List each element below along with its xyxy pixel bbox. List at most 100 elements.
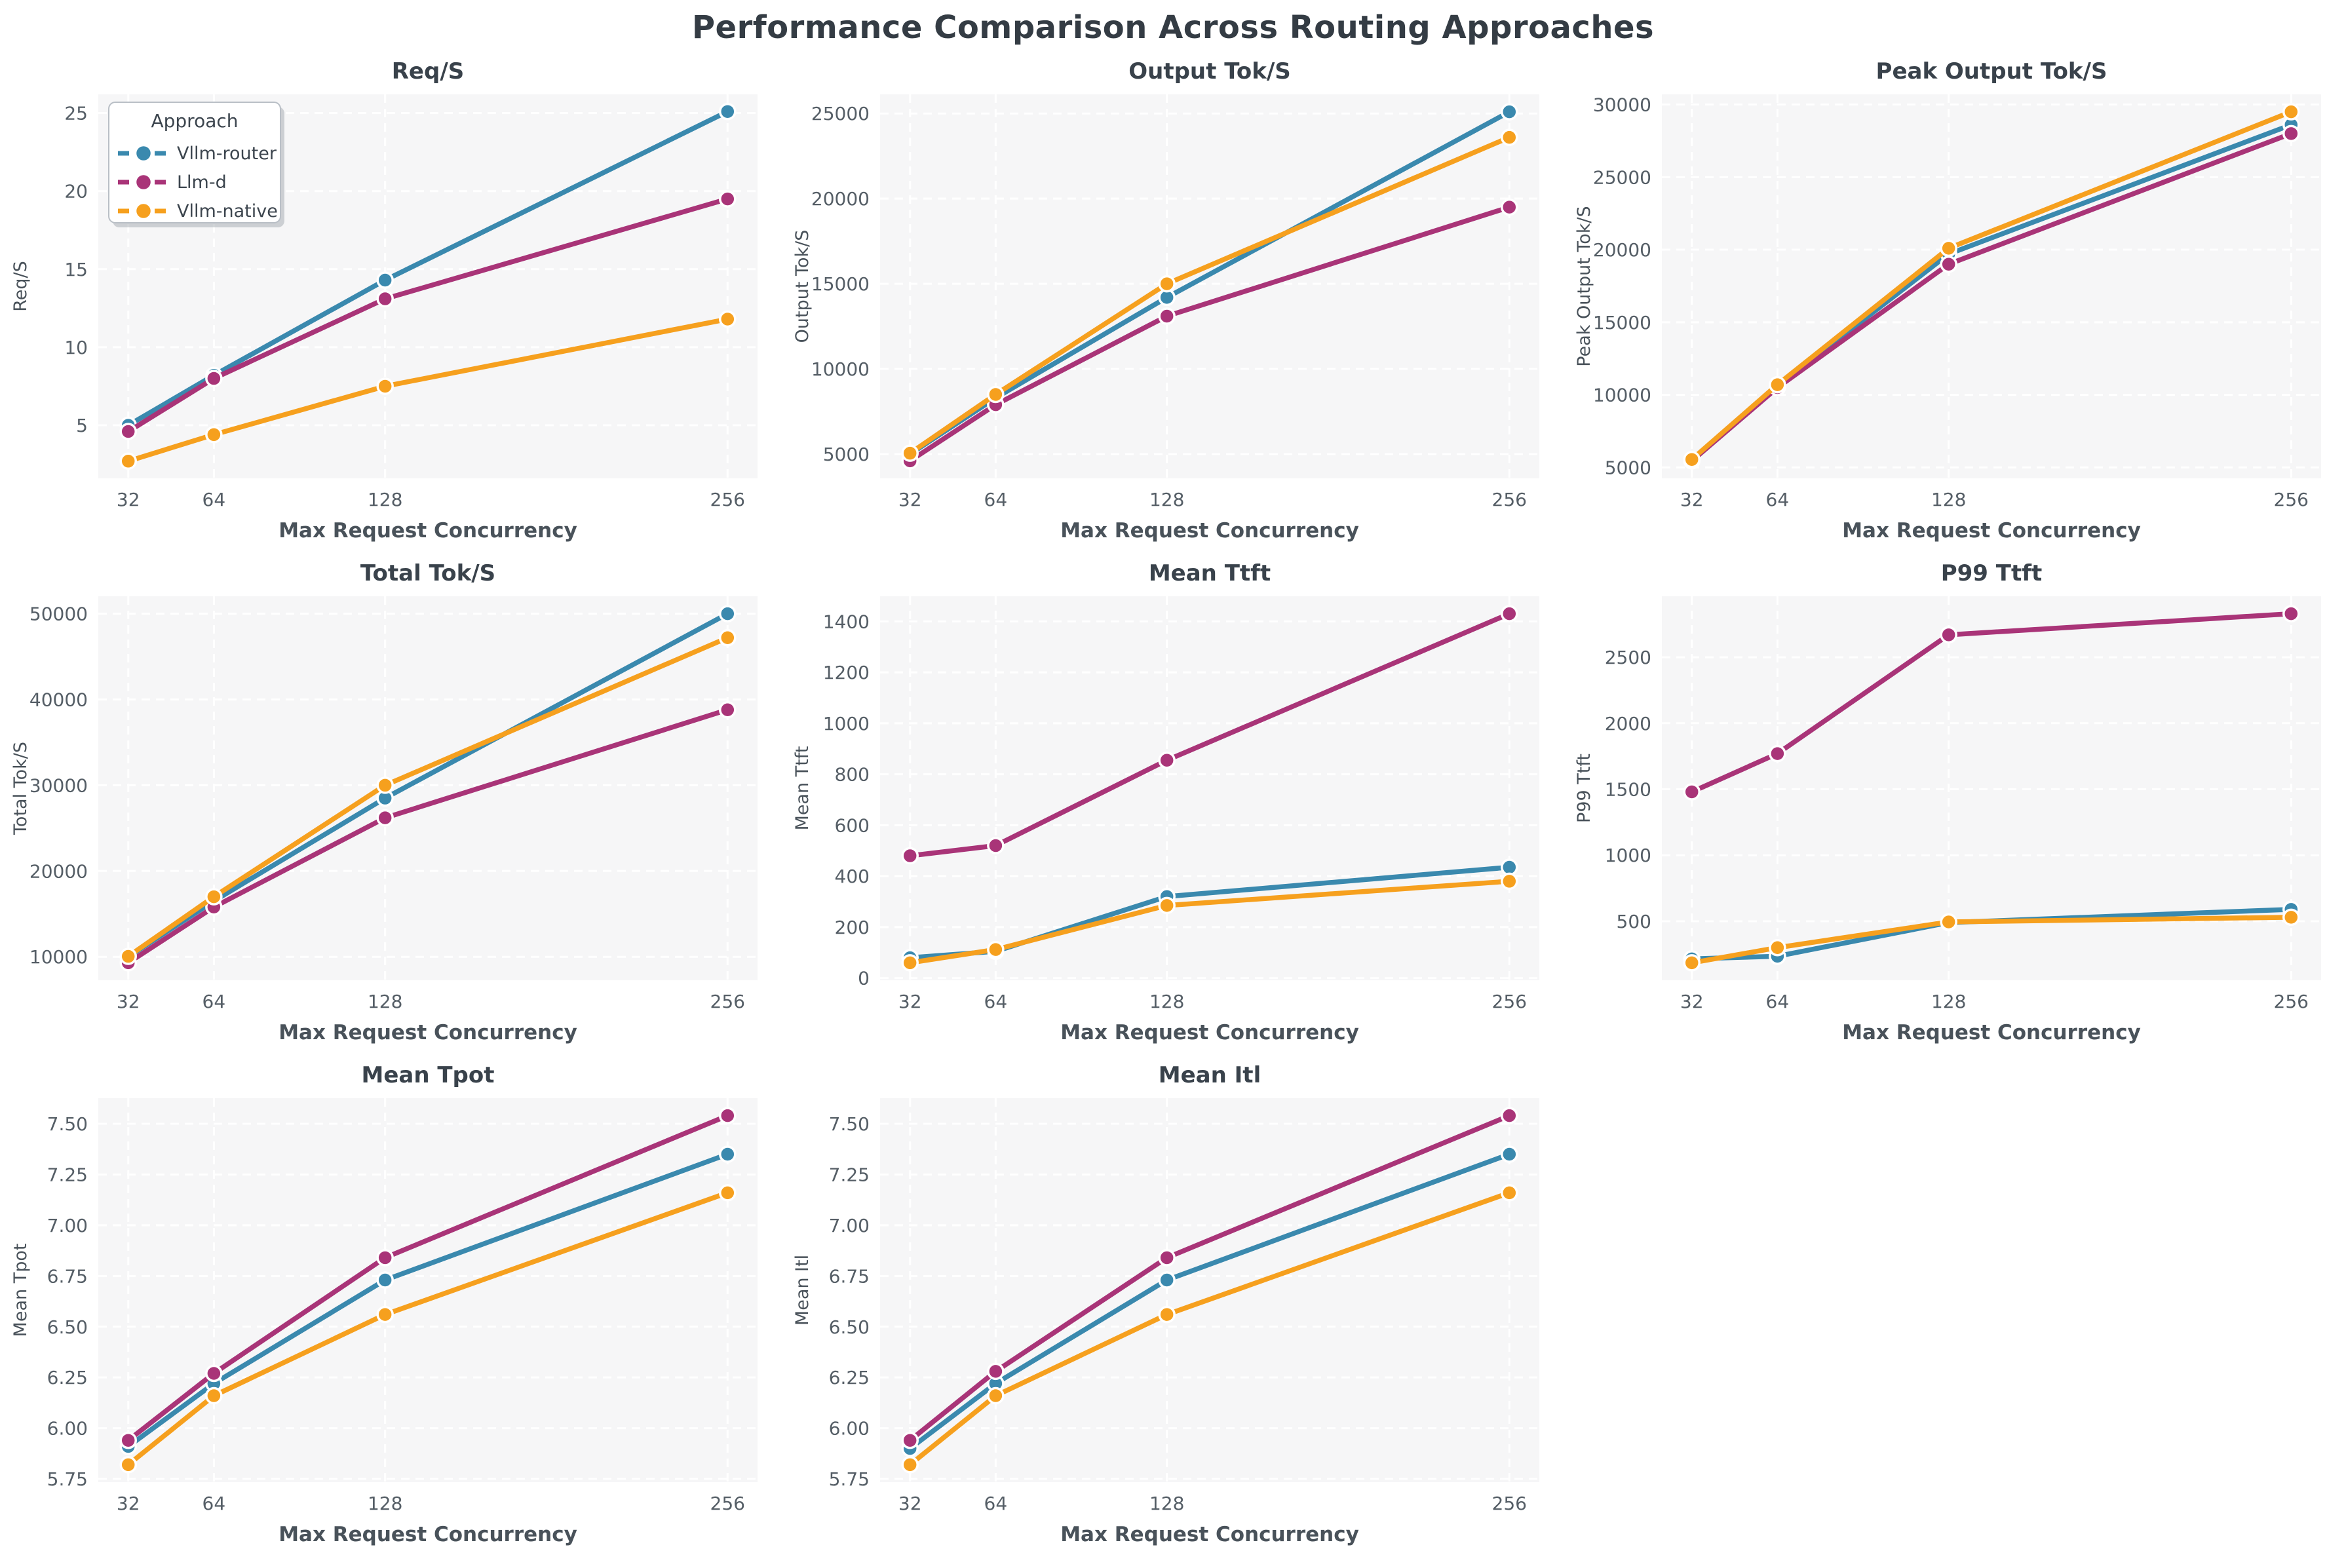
x-axis-label: Max Request Concurrency: [1842, 519, 2141, 543]
series-llm-d: [1683, 605, 2300, 801]
y-tick-labels: 500 1000 1500 2000 2500: [1605, 647, 1651, 932]
chart-title: Mean Itl: [1159, 1062, 1261, 1088]
svg-text:7.50: 7.50: [47, 1113, 88, 1135]
series-llm-d: [119, 1107, 737, 1449]
series-llm-d: [901, 605, 1518, 865]
chart-canvas-mean-ttft: 32 64 128 256 0 200 400 600 800 1000 1200 1400 Max R…: [792, 560, 1539, 1044]
svg-text:500: 500: [1617, 911, 1651, 932]
y-axis-label: P99 Ttft: [1574, 754, 1594, 823]
svg-text:15: 15: [64, 259, 88, 280]
svg-text:256: 256: [2274, 489, 2309, 510]
svg-text:800: 800: [835, 764, 870, 786]
svg-text:40000: 40000: [29, 689, 88, 711]
svg-text:400: 400: [835, 866, 870, 887]
svg-text:15000: 15000: [1593, 312, 1651, 334]
svg-text:25: 25: [64, 103, 88, 124]
svg-text:6.00: 6.00: [829, 1418, 870, 1440]
chart-title: Peak Output Tok/S: [1876, 58, 2107, 85]
legend-item-vllm-router: Vllm-router: [177, 143, 277, 164]
x-axis-label: Max Request Concurrency: [1842, 1021, 2141, 1044]
y-axis-label: Mean Itl: [792, 1255, 813, 1326]
svg-text:5: 5: [76, 415, 88, 436]
x-tick-labels: 32 64 128 256: [117, 991, 745, 1012]
svg-text:5.75: 5.75: [47, 1468, 88, 1490]
chart-p99-ttft: 32 64 128 256 500 1000 1500 2000 2500 Max Request…: [1564, 553, 2345, 1055]
svg-text:256: 256: [710, 1493, 745, 1514]
svg-text:128: 128: [368, 489, 402, 510]
gridlines: [880, 94, 1539, 478]
svg-text:32: 32: [117, 991, 140, 1012]
y-tick-labels: 5000 10000 15000 20000 25000 30000: [1593, 94, 1651, 479]
svg-text:32: 32: [1680, 991, 1704, 1012]
svg-text:64: 64: [202, 1493, 226, 1514]
svg-text:1500: 1500: [1605, 779, 1651, 801]
plot-area: [98, 1098, 758, 1482]
y-axis-label: Peak Output Tok/S: [1574, 206, 1594, 366]
svg-text:15000: 15000: [811, 273, 870, 295]
gridlines: [98, 596, 758, 980]
svg-text:6.00: 6.00: [47, 1418, 88, 1440]
svg-text:64: 64: [202, 489, 226, 510]
x-tick-labels: 32 64 128 256: [898, 991, 1527, 1012]
svg-text:6.75: 6.75: [47, 1265, 88, 1287]
svg-text:32: 32: [1680, 489, 1704, 510]
svg-text:128: 128: [1149, 489, 1184, 510]
chart-canvas-req-s: 32 64 128 256 5 10 15 20 25 Max Request Concurren…: [10, 58, 758, 543]
charts-grid: 32 64 128 256 5 10 15 20 25 Max Request Concurren…: [0, 51, 2346, 1557]
svg-text:256: 256: [1492, 489, 1527, 510]
chart-canvas-peak-output-tok-s: 32 64 128 256 5000 10000 15000 20000 25000 30000 M…: [1574, 58, 2321, 543]
x-tick-labels: 32 64 128 256: [117, 489, 745, 510]
svg-text:6.25: 6.25: [47, 1367, 88, 1388]
y-axis-label: Req/S: [10, 261, 31, 312]
svg-text:5000: 5000: [823, 444, 870, 465]
svg-text:64: 64: [984, 991, 1008, 1012]
svg-text:6.50: 6.50: [829, 1316, 870, 1338]
y-tick-labels: 5000 10000 15000 20000 25000: [811, 103, 870, 465]
plot-area: [1662, 94, 2321, 478]
svg-text:128: 128: [1149, 991, 1184, 1012]
chart-canvas-total-tok-s: 32 64 128 256 10000 20000 30000 40000 50000 Max R…: [10, 560, 758, 1044]
svg-text:256: 256: [710, 991, 745, 1012]
y-tick-labels: 5 10 15 20 25: [64, 103, 88, 436]
chart-mean-tpot: 32 64 128 256 5.75 6.00 6.25 6.50 6.75 7.00 7.25 7.…: [0, 1055, 782, 1557]
svg-text:256: 256: [1492, 1493, 1527, 1514]
y-tick-labels: 0 200 400 600 800 1000 1200 1400: [823, 611, 870, 989]
svg-text:32: 32: [898, 991, 922, 1012]
chart-peak-output-tok-s: 32 64 128 256 5000 10000 15000 20000 25000 30000 M…: [1564, 51, 2345, 553]
x-tick-labels: 32 64 128 256: [898, 489, 1527, 510]
svg-text:64: 64: [1766, 489, 1790, 510]
svg-text:600: 600: [835, 814, 870, 836]
gridlines: [1662, 596, 2321, 980]
svg-text:128: 128: [1149, 1493, 1184, 1514]
x-axis-label: Max Request Concurrency: [1060, 1021, 1359, 1044]
series-vllm-router: [119, 1145, 737, 1455]
svg-text:7.25: 7.25: [829, 1164, 870, 1185]
series-vllm-native: [119, 629, 737, 965]
series-vllm-native: [1683, 103, 2300, 468]
y-tick-labels: 5.75 6.00 6.25 6.50 6.75 7.00 7.25 7.50: [829, 1113, 870, 1490]
svg-text:2500: 2500: [1605, 647, 1651, 668]
svg-text:30000: 30000: [29, 774, 88, 796]
svg-text:128: 128: [1931, 489, 1966, 510]
svg-text:32: 32: [117, 1493, 140, 1514]
legend-title: Approach: [151, 110, 238, 132]
svg-text:10000: 10000: [811, 358, 870, 380]
chart-title: P99 Ttft: [1941, 560, 2043, 586]
svg-text:32: 32: [898, 1493, 922, 1514]
series-vllm-native: [901, 128, 1518, 462]
y-axis-label: Output Tok/S: [792, 230, 813, 343]
x-tick-labels: 32 64 128 256: [1680, 991, 2309, 1012]
svg-text:32: 32: [898, 489, 922, 510]
svg-text:25000: 25000: [1593, 166, 1651, 188]
svg-text:1000: 1000: [823, 713, 870, 735]
svg-text:256: 256: [1492, 991, 1527, 1012]
x-tick-labels: 32 64 128 256: [1680, 489, 2309, 510]
svg-text:64: 64: [984, 1493, 1008, 1514]
svg-text:1400: 1400: [823, 611, 870, 632]
svg-text:32: 32: [117, 489, 140, 510]
svg-text:7.00: 7.00: [829, 1215, 870, 1236]
svg-text:20000: 20000: [29, 860, 88, 882]
series-vllm-native: [119, 1184, 737, 1474]
chart-total-tok-s: 32 64 128 256 10000 20000 30000 40000 50000 Max R…: [0, 553, 782, 1055]
gridlines: [98, 1098, 758, 1482]
